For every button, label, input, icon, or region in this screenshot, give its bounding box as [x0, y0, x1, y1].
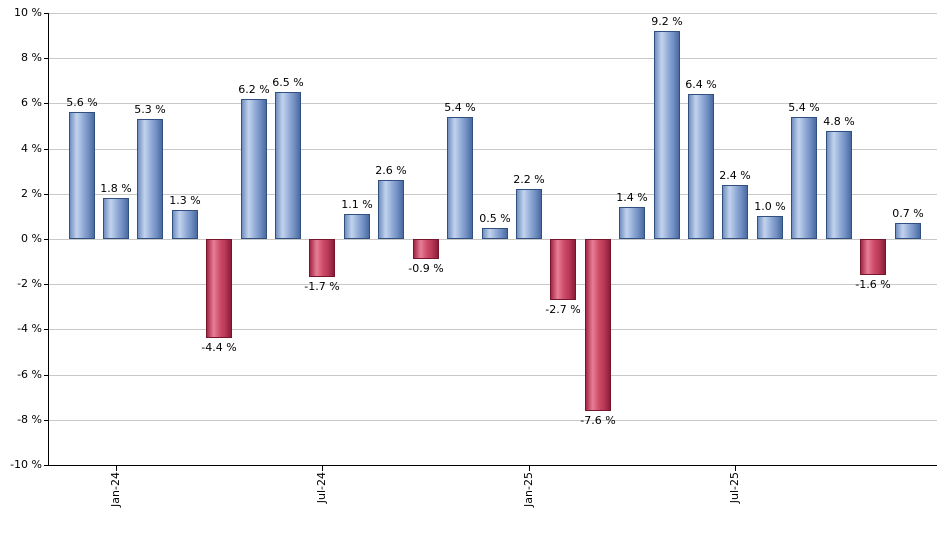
positive-return-bar	[826, 131, 852, 239]
bar-value-label: 2.2 %	[513, 173, 545, 186]
y-axis-tick	[44, 58, 48, 59]
bar-value-label: 1.8 %	[100, 182, 132, 195]
y-axis-line	[48, 13, 49, 465]
bar-value-label: 4.8 %	[823, 115, 855, 128]
gridline	[48, 149, 937, 150]
y-axis-tick	[44, 375, 48, 376]
positive-return-bar	[654, 31, 680, 239]
bar-value-label: 2.4 %	[719, 169, 751, 182]
x-axis-label: Jul-25	[728, 472, 741, 504]
bar-value-label: 9.2 %	[651, 15, 683, 28]
y-axis-tick	[44, 194, 48, 195]
negative-return-bar	[860, 239, 886, 275]
bar-value-label: -4.4 %	[201, 341, 237, 354]
x-axis-tick	[735, 465, 736, 471]
y-axis-tick	[44, 149, 48, 150]
gridline	[48, 194, 937, 195]
bar-value-label: 1.0 %	[754, 200, 786, 213]
positive-return-bar	[757, 216, 783, 239]
negative-return-bar	[550, 239, 576, 300]
positive-return-bar	[619, 207, 645, 239]
y-axis-label: -8 %	[17, 413, 42, 426]
gridline	[48, 103, 937, 104]
bar-value-label: 5.3 %	[134, 103, 166, 116]
y-axis-label: 2 %	[21, 187, 42, 200]
gridline	[48, 284, 937, 285]
y-axis-tick	[44, 420, 48, 421]
y-axis-tick	[44, 284, 48, 285]
y-axis-label: 0 %	[21, 232, 42, 245]
bar-value-label: 6.2 %	[238, 83, 270, 96]
negative-return-bar	[413, 239, 439, 259]
bar-value-label: 5.6 %	[66, 96, 98, 109]
positive-return-bar	[688, 94, 714, 239]
y-axis-label: -2 %	[17, 277, 42, 290]
y-axis-tick	[44, 239, 48, 240]
x-axis-label: Jul-24	[315, 472, 328, 504]
positive-return-bar	[447, 117, 473, 239]
gridline	[48, 329, 937, 330]
positive-return-bar	[137, 119, 163, 239]
y-axis-tick	[44, 103, 48, 104]
y-axis-label: 10 %	[14, 6, 42, 19]
x-axis-line	[48, 465, 937, 466]
y-axis-label: 4 %	[21, 142, 42, 155]
positive-return-bar	[344, 214, 370, 239]
bar-value-label: 2.6 %	[375, 164, 407, 177]
bar-value-label: 0.7 %	[892, 207, 924, 220]
positive-return-bar	[791, 117, 817, 239]
bar-value-label: 1.3 %	[169, 194, 201, 207]
x-axis-tick	[322, 465, 323, 471]
positive-return-bar	[172, 210, 198, 239]
bar-value-label: -0.9 %	[408, 262, 444, 275]
y-axis-label: -4 %	[17, 322, 42, 335]
bar-value-label: 1.1 %	[341, 198, 373, 211]
bar-value-label: 5.4 %	[444, 101, 476, 114]
gridline	[48, 58, 937, 59]
bar-value-label: -7.6 %	[580, 414, 616, 427]
gridline	[48, 420, 937, 421]
bar-value-label: 5.4 %	[788, 101, 820, 114]
positive-return-bar	[241, 99, 267, 239]
positive-return-bar	[516, 189, 542, 239]
positive-return-bar	[275, 92, 301, 239]
positive-return-bar	[103, 198, 129, 239]
negative-return-bar	[585, 239, 611, 411]
y-axis-tick	[44, 329, 48, 330]
y-axis-label: 8 %	[21, 51, 42, 64]
bar-value-label: 6.4 %	[685, 78, 717, 91]
x-axis-tick	[116, 465, 117, 471]
x-axis-label: Jan-24	[109, 472, 122, 507]
positive-return-bar	[722, 185, 748, 239]
y-axis-tick	[44, 13, 48, 14]
positive-return-bar	[895, 223, 921, 239]
positive-return-bar	[69, 112, 95, 239]
bar-value-label: 6.5 %	[272, 76, 304, 89]
gridline	[48, 13, 937, 14]
y-axis-tick	[44, 465, 48, 466]
positive-return-bar	[482, 228, 508, 239]
y-axis-label: -10 %	[10, 458, 42, 471]
y-axis-label: 6 %	[21, 96, 42, 109]
gridline	[48, 239, 937, 240]
bar-value-label: -1.6 %	[855, 278, 891, 291]
bar-value-label: 1.4 %	[616, 191, 648, 204]
gridline	[48, 375, 937, 376]
negative-return-bar	[206, 239, 232, 338]
bar-value-label: -2.7 %	[545, 303, 581, 316]
bar-value-label: -1.7 %	[304, 280, 340, 293]
x-axis-label: Jan-25	[522, 472, 535, 507]
bar-value-label: 0.5 %	[479, 212, 511, 225]
x-axis-tick	[529, 465, 530, 471]
positive-return-bar	[378, 180, 404, 239]
negative-return-bar	[309, 239, 335, 277]
y-axis-label: -6 %	[17, 368, 42, 381]
